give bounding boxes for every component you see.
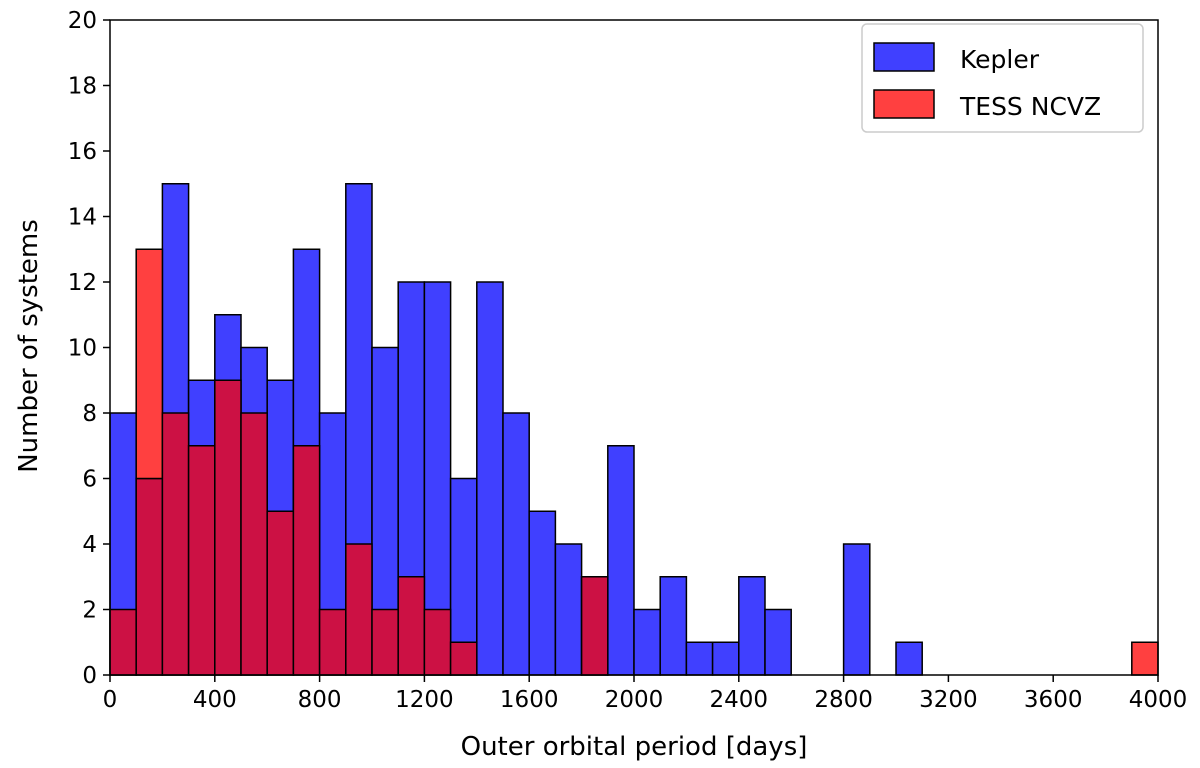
bar-overlap bbox=[449, 641, 478, 676]
y-tick-label: 12 bbox=[68, 270, 97, 296]
x-tick-label: 1600 bbox=[500, 687, 559, 713]
x-axis-label: Outer orbital period [days] bbox=[461, 732, 808, 762]
y-tick-label: 10 bbox=[68, 336, 97, 362]
y-axis-label: Number of systems bbox=[14, 219, 44, 473]
x-tick-label: 3600 bbox=[1024, 687, 1083, 713]
y-tick-label: 14 bbox=[68, 205, 97, 231]
legend-label-tess-ncvz: TESS NCVZ bbox=[959, 92, 1101, 121]
bar-overlap bbox=[345, 543, 373, 676]
bar-overlap bbox=[371, 608, 399, 676]
legend: Kepler TESS NCVZ bbox=[861, 23, 1144, 133]
bar-kepler bbox=[502, 412, 530, 676]
y-tick-label: 6 bbox=[82, 467, 97, 493]
legend-swatch-kepler bbox=[873, 42, 935, 72]
y-tick-label: 4 bbox=[82, 532, 97, 558]
bar-overlap bbox=[135, 477, 164, 676]
y-tick-label: 20 bbox=[68, 8, 97, 34]
bar-overlap bbox=[580, 576, 609, 676]
legend-label-kepler: Kepler bbox=[960, 45, 1040, 74]
bars bbox=[109, 183, 1159, 676]
bar-tess-ncvz bbox=[1131, 641, 1159, 676]
y-tick-label: 2 bbox=[82, 598, 97, 624]
x-tick-label: 400 bbox=[193, 687, 237, 713]
axis-ticks: 0 400 800 1200 1600 2000 2400 2800 3200 3600 4000 0… bbox=[68, 8, 1188, 713]
x-tick-label: 2400 bbox=[710, 687, 769, 713]
x-tick-label: 0 bbox=[103, 687, 118, 713]
y-tick-label: 18 bbox=[68, 74, 97, 100]
x-tick-label: 4000 bbox=[1129, 687, 1188, 713]
y-tick-label: 16 bbox=[68, 139, 97, 165]
bar-kepler bbox=[842, 543, 871, 676]
bar-overlap bbox=[397, 576, 426, 676]
x-tick-label: 2000 bbox=[605, 687, 664, 713]
bar-overlap bbox=[109, 608, 137, 676]
bar-kepler bbox=[528, 510, 557, 676]
bar-kepler bbox=[476, 281, 504, 676]
bar-kepler bbox=[607, 445, 635, 676]
bar-overlap bbox=[240, 412, 268, 676]
legend-swatch-tess-ncvz bbox=[873, 89, 935, 119]
bar-kepler bbox=[764, 608, 792, 676]
x-tick-label: 1200 bbox=[395, 687, 454, 713]
bar-overlap bbox=[292, 445, 321, 676]
bar-kepler bbox=[633, 608, 661, 676]
bar-kepler bbox=[554, 543, 583, 676]
bar-overlap bbox=[187, 445, 216, 676]
x-tick-label: 800 bbox=[298, 687, 342, 713]
bar-kepler bbox=[659, 576, 688, 676]
y-tick-label: 0 bbox=[82, 663, 97, 689]
bar-overlap bbox=[423, 608, 452, 676]
bar-tess-ncvz bbox=[135, 248, 164, 480]
bar-overlap bbox=[266, 510, 295, 676]
bar-kepler bbox=[738, 576, 766, 676]
y-tick-label: 8 bbox=[82, 401, 97, 427]
bar-kepler bbox=[711, 641, 740, 676]
bar-kepler bbox=[895, 641, 923, 676]
x-tick-label: 3200 bbox=[919, 687, 978, 713]
bar-kepler bbox=[685, 641, 714, 676]
x-tick-label: 2800 bbox=[814, 687, 873, 713]
bar-overlap bbox=[161, 412, 190, 676]
bar-overlap bbox=[214, 379, 242, 676]
bar-overlap bbox=[318, 608, 347, 676]
